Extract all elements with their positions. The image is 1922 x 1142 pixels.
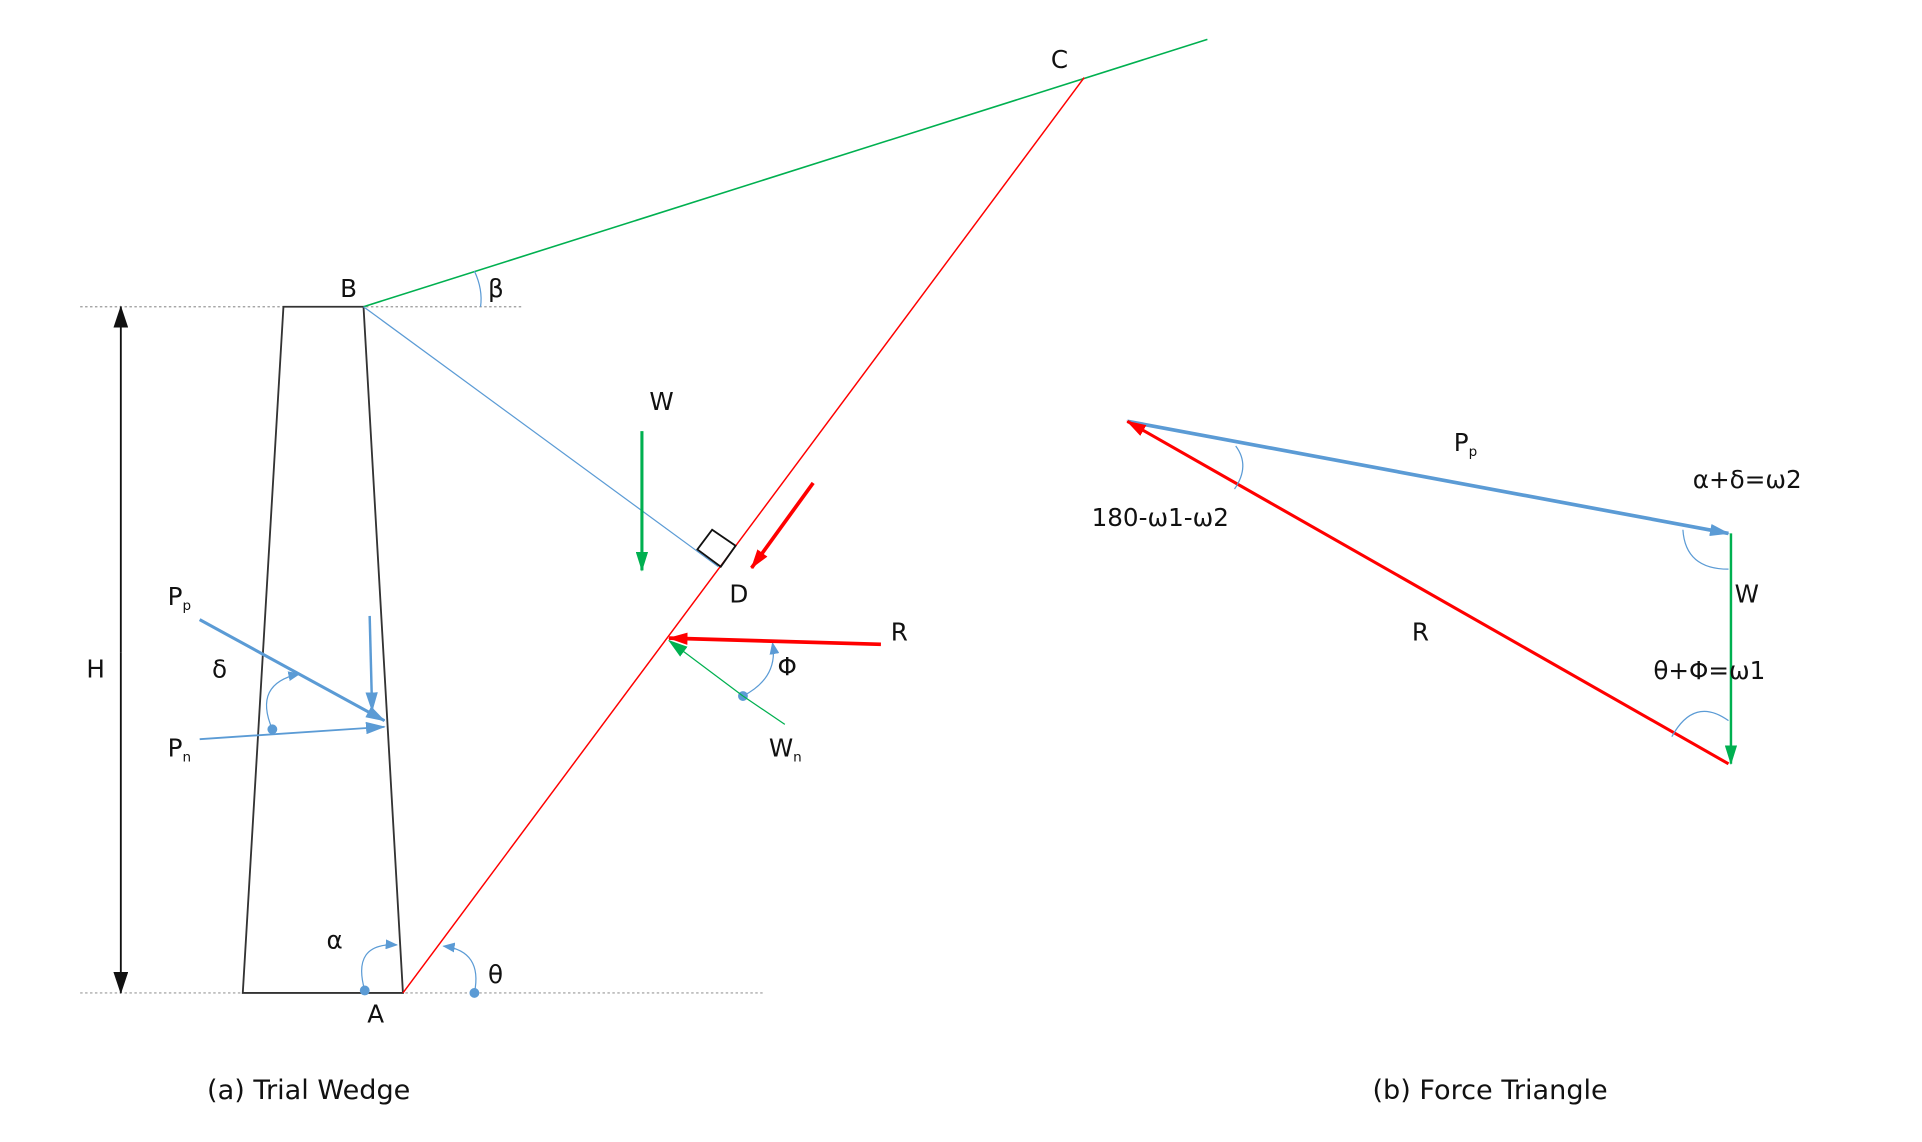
point-D-label: D bbox=[729, 579, 748, 608]
delta-label: δ bbox=[212, 655, 227, 684]
right-angle-marker bbox=[696, 528, 737, 568]
beta-label: β bbox=[488, 274, 504, 303]
point-C-label: C bbox=[1051, 45, 1068, 74]
triangle-passive-pressure-vector bbox=[1126, 419, 1730, 537]
failure-plane bbox=[402, 77, 1085, 994]
alpha-arc bbox=[361, 939, 399, 991]
failure-plane-force-arrow bbox=[750, 481, 815, 570]
triangle-resultant-label: R bbox=[1412, 618, 1429, 647]
triangle-weight-label: W bbox=[1735, 579, 1759, 608]
retaining-wall bbox=[241, 305, 404, 994]
triangle-top-angle-label: 180-ω1-ω2 bbox=[1092, 503, 1229, 532]
theta-label: θ bbox=[488, 960, 503, 989]
triangle-bottom-angle-label: θ+Φ=ω1 bbox=[1653, 656, 1765, 685]
beta-arc bbox=[473, 270, 482, 307]
normal-pressure-label: Pn bbox=[168, 733, 191, 765]
backfill-surface bbox=[363, 38, 1208, 308]
normal-pressure-arrow bbox=[199, 721, 386, 741]
triangle-bottom-angle-arc bbox=[1671, 710, 1729, 737]
resultant-label: R bbox=[891, 618, 908, 647]
resultant-arrow bbox=[667, 632, 881, 647]
phi-label: Φ bbox=[777, 652, 796, 681]
delta-arc bbox=[265, 671, 301, 730]
point-B-label: B bbox=[340, 274, 357, 303]
normal-weight-line bbox=[742, 695, 786, 725]
perpendicular-line-BD bbox=[363, 306, 719, 568]
delta-dot bbox=[267, 724, 278, 735]
theta-arc bbox=[442, 942, 477, 994]
weight-label: W bbox=[649, 387, 673, 416]
normal-weight-label: Wn bbox=[769, 733, 802, 765]
alpha-label: α bbox=[327, 926, 343, 955]
phi-arc bbox=[742, 641, 780, 697]
triangle-right-angle-label: α+δ=ω2 bbox=[1693, 465, 1802, 494]
theta-dot bbox=[469, 988, 480, 998]
trial-wedge-caption: (a) Trial Wedge bbox=[207, 1075, 410, 1106]
triangle-right-angle-arc bbox=[1682, 529, 1729, 570]
height-label: H bbox=[86, 655, 105, 684]
vertical-component-arrow bbox=[365, 615, 378, 713]
triangle-resultant-vector bbox=[1126, 419, 1730, 766]
alpha-dot bbox=[359, 985, 370, 996]
triangle-passive-pressure-label: Pp bbox=[1454, 428, 1477, 460]
force-triangle-caption: (b) Force Triangle bbox=[1372, 1075, 1607, 1106]
triangle-top-angle-arc bbox=[1233, 445, 1244, 490]
passive-pressure-arrow bbox=[198, 618, 386, 723]
passive-pressure-label: Pp bbox=[168, 582, 191, 614]
normal-weight-arrow bbox=[668, 639, 744, 697]
point-A-label: A bbox=[367, 1000, 384, 1029]
